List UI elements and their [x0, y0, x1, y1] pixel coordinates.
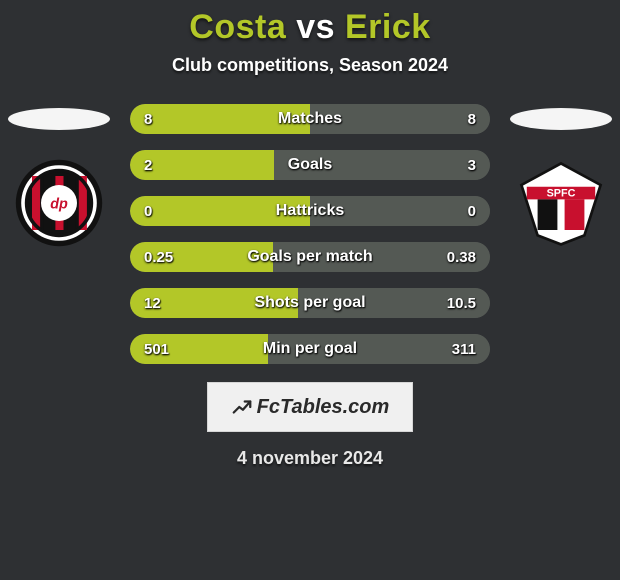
- title-vs: vs: [296, 8, 335, 46]
- stat-bar: 0.25 Goals per match 0.38: [130, 242, 490, 272]
- brand-text: FcTables.com: [257, 396, 390, 419]
- stats-column: 8 Matches 8 2 Goals 3 0 Hattricks 0 0.25 Goals per…: [130, 104, 490, 364]
- stat-bar: 0 Hattricks 0: [130, 196, 490, 226]
- stat-overlay: 2 Goals 3: [130, 150, 490, 180]
- stat-label: Matches: [278, 110, 342, 128]
- stat-overlay: 0.25 Goals per match 0.38: [130, 242, 490, 272]
- right-column: SPFC: [508, 104, 614, 248]
- chart-up-icon: [231, 396, 253, 418]
- player1-avatar-placeholder: [8, 108, 110, 130]
- stat-label: Goals: [288, 156, 332, 174]
- left-column: dp: [6, 104, 112, 248]
- main-row: dp 8 Matches 8 2 Goals 3 0 Hattricks 0 0.25 Goals …: [0, 104, 620, 364]
- comparison-card: Costa vs Erick Club competitions, Season…: [0, 0, 620, 469]
- footer-date: 4 november 2024: [237, 448, 383, 469]
- player2-name: Erick: [345, 8, 431, 46]
- player1-name: Costa: [189, 8, 286, 46]
- player2-avatar-placeholder: [510, 108, 612, 130]
- subtitle: Club competitions, Season 2024: [0, 55, 620, 76]
- stat-bar: 2 Goals 3: [130, 150, 490, 180]
- stat-left-value: 0: [144, 203, 152, 220]
- stat-bar: 501 Min per goal 311: [130, 334, 490, 364]
- stat-right-value: 311: [452, 341, 476, 358]
- fctables-brand-box[interactable]: FcTables.com: [207, 382, 413, 432]
- team-badge-right: SPFC: [516, 158, 606, 248]
- team-badge-left: dp: [14, 158, 104, 248]
- stat-left-value: 0.25: [144, 249, 173, 266]
- stat-label: Goals per match: [247, 248, 372, 266]
- stat-overlay: 12 Shots per goal 10.5: [130, 288, 490, 318]
- stat-bar: 12 Shots per goal 10.5: [130, 288, 490, 318]
- stat-label: Shots per goal: [254, 294, 365, 312]
- stat-left-value: 501: [144, 341, 169, 358]
- athletico-paranaense-badge-icon: dp: [14, 158, 104, 248]
- stat-overlay: 8 Matches 8: [130, 104, 490, 134]
- stat-overlay: 0 Hattricks 0: [130, 196, 490, 226]
- sao-paulo-badge-icon: SPFC: [516, 158, 606, 248]
- stat-right-value: 0: [468, 203, 476, 220]
- svg-text:dp: dp: [50, 196, 68, 212]
- stat-label: Hattricks: [276, 202, 344, 220]
- stat-left-value: 12: [144, 295, 161, 312]
- stat-left-value: 8: [144, 111, 152, 128]
- stat-left-value: 2: [144, 157, 152, 174]
- stat-overlay: 501 Min per goal 311: [130, 334, 490, 364]
- svg-text:SPFC: SPFC: [547, 188, 576, 200]
- page-title: Costa vs Erick: [0, 8, 620, 47]
- stat-right-value: 8: [468, 111, 476, 128]
- stat-bar: 8 Matches 8: [130, 104, 490, 134]
- stat-right-value: 0.38: [447, 249, 476, 266]
- stat-right-value: 3: [468, 157, 476, 174]
- stat-right-value: 10.5: [447, 295, 476, 312]
- stat-label: Min per goal: [263, 340, 357, 358]
- footer: FcTables.com 4 november 2024: [0, 382, 620, 469]
